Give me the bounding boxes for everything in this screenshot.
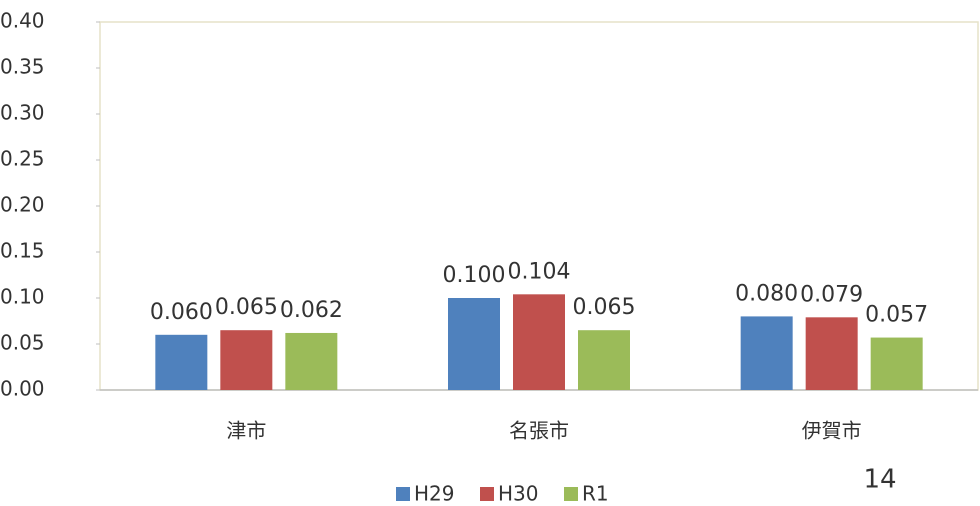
bar bbox=[155, 334, 208, 390]
bar bbox=[805, 317, 858, 390]
y-tick-label: 0.35 bbox=[0, 55, 45, 79]
legend-label: R1 bbox=[582, 482, 609, 506]
legend-label: H30 bbox=[498, 482, 539, 506]
y-tick-label: 0.10 bbox=[0, 285, 45, 309]
legend-swatch bbox=[480, 487, 494, 501]
legend-swatch bbox=[564, 487, 578, 501]
y-tick-label: 0.30 bbox=[0, 101, 45, 125]
y-tick-label: 0.05 bbox=[0, 331, 45, 355]
bar bbox=[578, 330, 630, 390]
bar bbox=[448, 298, 500, 390]
value-label: 0.057 bbox=[865, 303, 928, 328]
value-label: 0.080 bbox=[735, 281, 798, 306]
page-number: 14 bbox=[863, 465, 896, 495]
y-tick-label: 0.25 bbox=[0, 147, 45, 171]
legend-swatch bbox=[396, 487, 410, 501]
legend-label: H29 bbox=[414, 482, 455, 506]
value-label: 0.062 bbox=[280, 298, 343, 323]
y-tick-label: 0.15 bbox=[0, 239, 45, 263]
value-label: 0.065 bbox=[573, 295, 636, 320]
bar bbox=[740, 316, 793, 390]
bar bbox=[513, 294, 565, 390]
value-label: 0.060 bbox=[150, 300, 213, 325]
bar bbox=[285, 332, 338, 390]
x-tick-label: 伊賀市 bbox=[802, 419, 862, 443]
x-tick-label: 名張市 bbox=[509, 419, 569, 443]
value-label: 0.065 bbox=[215, 295, 278, 320]
y-tick-label: 0.20 bbox=[0, 193, 45, 217]
value-label: 0.079 bbox=[800, 282, 863, 307]
value-label: 0.100 bbox=[443, 263, 506, 288]
bar bbox=[870, 337, 923, 390]
value-label: 0.104 bbox=[508, 259, 571, 284]
y-tick-label: 0.40 bbox=[0, 9, 45, 33]
y-tick-label: 0.00 bbox=[0, 377, 45, 401]
bar bbox=[220, 330, 273, 390]
x-tick-label: 津市 bbox=[226, 419, 266, 443]
